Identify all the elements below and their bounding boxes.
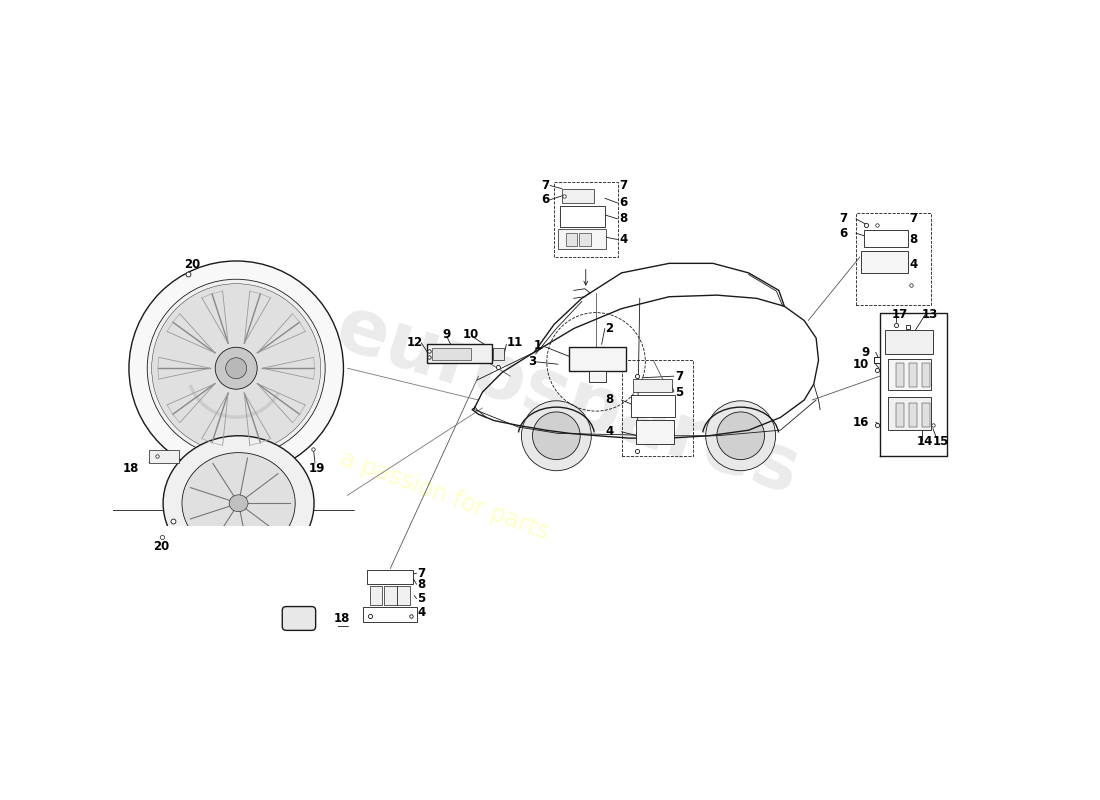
FancyBboxPatch shape: [283, 606, 316, 630]
Bar: [636, 420, 674, 444]
Ellipse shape: [176, 575, 285, 670]
Circle shape: [216, 347, 257, 389]
Bar: [580, 233, 591, 246]
Text: 17: 17: [892, 308, 907, 321]
Circle shape: [521, 401, 592, 470]
Text: 10: 10: [854, 358, 869, 370]
Bar: [864, 230, 907, 247]
Ellipse shape: [153, 553, 308, 692]
Text: 7: 7: [909, 212, 917, 226]
Circle shape: [226, 358, 246, 378]
Text: 8: 8: [605, 394, 614, 406]
Text: 18: 18: [334, 612, 350, 625]
Ellipse shape: [182, 453, 295, 554]
Text: 5: 5: [675, 386, 684, 398]
Text: 20: 20: [153, 541, 169, 554]
Bar: [888, 358, 932, 390]
Bar: [367, 570, 414, 584]
Text: 4: 4: [605, 426, 614, 438]
Bar: [569, 346, 626, 370]
Bar: [588, 370, 606, 382]
Bar: [888, 397, 932, 430]
Circle shape: [152, 284, 321, 453]
Text: 8: 8: [619, 212, 627, 226]
Bar: [431, 347, 472, 360]
Text: 3: 3: [528, 355, 536, 368]
Ellipse shape: [229, 495, 248, 512]
Text: a passion for parts: a passion for parts: [338, 446, 553, 544]
Bar: [909, 363, 917, 387]
Bar: [397, 586, 410, 605]
Text: 6: 6: [839, 226, 847, 240]
Text: 15: 15: [933, 435, 949, 448]
Bar: [363, 606, 417, 622]
Circle shape: [706, 401, 776, 470]
Text: 9: 9: [442, 328, 451, 342]
Text: 7: 7: [839, 212, 847, 226]
Circle shape: [147, 279, 326, 457]
Circle shape: [129, 261, 343, 475]
Text: 16: 16: [852, 416, 869, 429]
Text: 14: 14: [917, 435, 934, 448]
Text: 4: 4: [909, 258, 917, 271]
Bar: [97, 526, 338, 800]
Circle shape: [532, 412, 580, 459]
Text: 6: 6: [541, 194, 550, 206]
Bar: [560, 206, 605, 227]
Text: 7: 7: [417, 566, 426, 580]
Bar: [861, 250, 908, 273]
Text: 8: 8: [417, 578, 426, 591]
Circle shape: [717, 412, 764, 459]
Text: 7: 7: [541, 179, 549, 192]
Text: 13: 13: [922, 308, 938, 321]
Bar: [565, 233, 578, 246]
Text: 10: 10: [463, 328, 478, 342]
Text: 7: 7: [675, 370, 683, 382]
Bar: [896, 363, 904, 387]
Bar: [634, 379, 671, 392]
Text: 1: 1: [535, 339, 542, 353]
Text: 4: 4: [417, 606, 426, 619]
Bar: [384, 586, 397, 605]
Bar: [886, 330, 933, 354]
Text: eurospares: eurospares: [327, 290, 808, 510]
Text: 7: 7: [619, 179, 627, 192]
Text: 11: 11: [506, 336, 522, 350]
Bar: [493, 347, 504, 360]
Text: 12: 12: [407, 336, 424, 350]
Text: 4: 4: [619, 233, 627, 246]
Bar: [631, 395, 674, 418]
Bar: [97, 642, 317, 800]
Text: 20: 20: [184, 258, 200, 271]
Text: 6: 6: [619, 197, 627, 210]
Bar: [922, 403, 930, 427]
Text: 9: 9: [861, 346, 869, 359]
Bar: [909, 403, 917, 427]
Ellipse shape: [163, 436, 315, 571]
Bar: [558, 229, 606, 249]
Bar: [370, 586, 383, 605]
Bar: [922, 363, 930, 387]
Bar: [562, 189, 594, 203]
Text: 2: 2: [606, 322, 614, 335]
Text: 18: 18: [123, 462, 140, 475]
Text: 8: 8: [909, 233, 917, 246]
Text: 5: 5: [417, 592, 426, 605]
Bar: [896, 403, 904, 427]
Bar: [427, 344, 492, 363]
Bar: [148, 450, 179, 462]
Text: 19: 19: [309, 462, 324, 475]
